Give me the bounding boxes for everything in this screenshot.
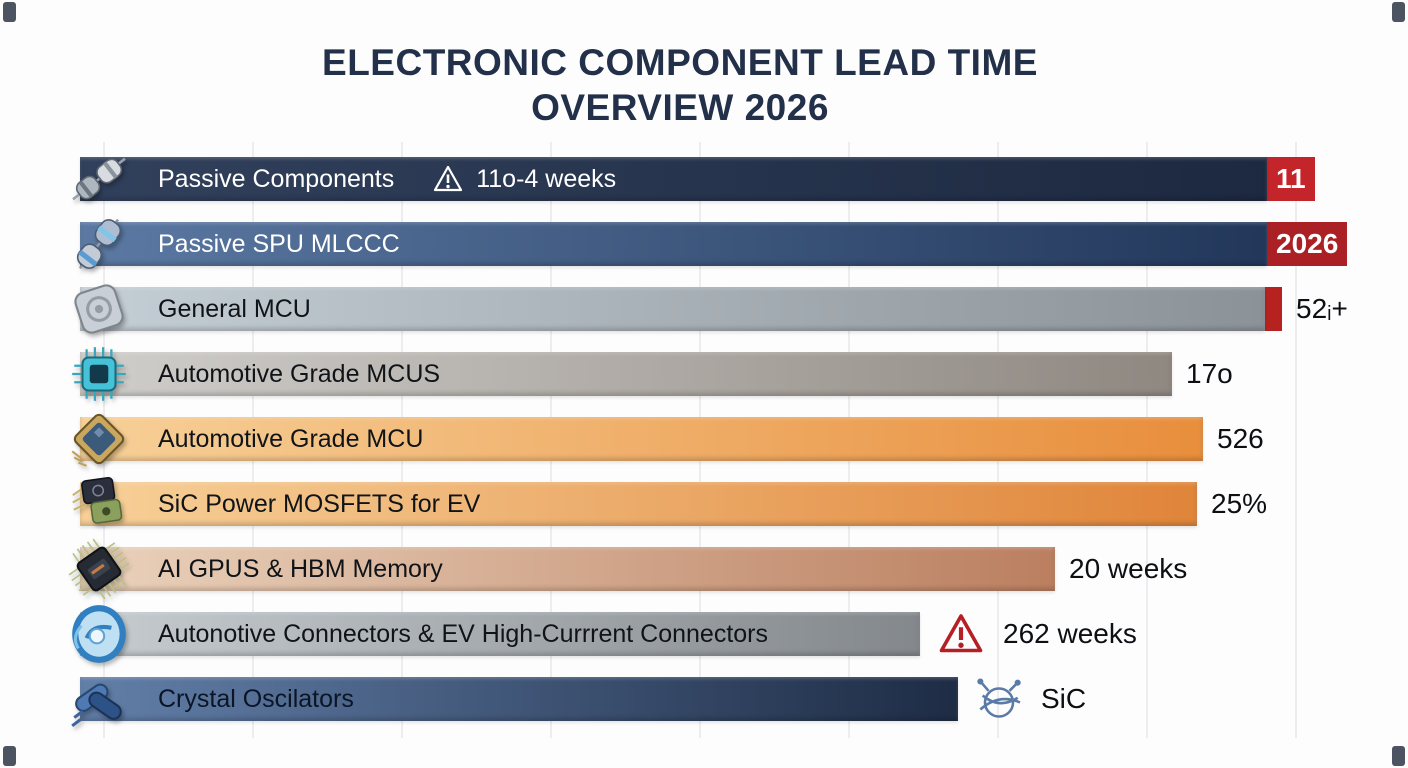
lead-time-row: Crystal Oscilators SiC — [71, 675, 1348, 728]
lead-time-bar: Automotive Grade MCU — [71, 413, 1203, 467]
bar-inline-note: 11o-4 weeks — [432, 163, 616, 195]
chip-gold-icon — [66, 406, 132, 472]
lead-time-bar: Automotive Grade MCUS — [72, 347, 1172, 401]
title-line-2: OVERVIEW 2026 — [531, 87, 829, 129]
lead-time-bar: SiC Power MOSFETS for EV — [72, 476, 1197, 526]
lead-time-bar: Crystal Oscilators — [71, 677, 958, 728]
bar-value: 262 weeks — [1003, 618, 1137, 649]
lead-time-row: AI GPUS & HBM Memory 20 weeks — [68, 538, 1348, 600]
corner-artifact — [3, 2, 16, 22]
lead-time-row: General MCU 52ᵢ+ — [74, 284, 1348, 334]
bar-value: 52ᵢ+ — [1296, 293, 1348, 324]
corner-artifact — [3, 746, 16, 766]
mosfet-icon — [66, 471, 132, 537]
bar-label: General MCU — [158, 294, 311, 323]
crystal-icon — [66, 666, 132, 732]
bar-label: SiC Power MOSFETS for EV — [158, 489, 481, 518]
bar-label: AI GPUS & HBM Memory — [158, 554, 443, 583]
value-badge: 11 — [1267, 157, 1315, 201]
bar-label: Automotive Grade MCU — [158, 424, 424, 453]
lead-time-rows: Passive Components 11o-4 weeks 11 Passiv… — [68, 157, 1348, 742]
lead-time-bar: AI GPUS & HBM Memory — [68, 538, 1055, 600]
warning-white-icon — [432, 163, 464, 195]
lead-time-row: Passive Components 11o-4 weeks 11 — [72, 157, 1348, 201]
gridline — [1295, 142, 1297, 738]
connector-icon — [66, 601, 132, 667]
resistor-icon — [66, 146, 132, 212]
capacitor-icon — [66, 211, 132, 277]
bar-note-text: 11o-4 weeks — [476, 164, 617, 193]
bar-value: 20 weeks — [1069, 553, 1188, 584]
bar-label: Autonotive Connectors & EV High-Currrent… — [158, 619, 769, 648]
bar-label: Crystal Oscilators — [158, 684, 354, 713]
bar-label: Passive SPU MLCCC — [158, 229, 400, 258]
title-line-1: ELECTRONIC COMPONENT LEAD TIME — [322, 42, 1038, 83]
bar-label: Automotive Grade MCUS — [158, 359, 441, 388]
lead-time-row: Passive SPU MLCCC 2026 — [76, 218, 1348, 270]
lead-time-row: SiC Power MOSFETS for EV 25% — [72, 476, 1348, 526]
mcu-teal-icon — [66, 341, 132, 407]
lead-time-row: Autonotive Connectors & EV High-Currrent… — [72, 605, 1348, 663]
warning-red-icon — [933, 610, 989, 658]
lead-time-bar: Autonotive Connectors & EV High-Currrent… — [72, 605, 920, 663]
oscillator-sketch-icon — [971, 675, 1027, 723]
page-title: ELECTRONIC COMPONENT LEAD TIME OVERVIEW … — [0, 40, 1360, 130]
bar-value: 526 — [1217, 423, 1264, 454]
lead-time-bar: General MCU — [74, 284, 1265, 334]
bar-label: Passive Components — [158, 164, 395, 193]
lead-time-bar: Passive Components 11o-4 weeks — [72, 157, 1267, 201]
chip-silver-icon — [66, 276, 132, 342]
lead-time-row: Automotive Grade MCU 526 — [71, 413, 1348, 467]
corner-artifact — [1392, 2, 1405, 22]
corner-artifact — [1392, 746, 1405, 766]
lead-time-row: Automotive Grade MCUS 17o — [72, 347, 1348, 401]
bar-value: 25% — [1211, 488, 1268, 519]
value-badge: 2026 — [1267, 222, 1348, 266]
bar-value: 17o — [1186, 358, 1233, 389]
lead-time-bar: Passive SPU MLCCC — [76, 218, 1267, 270]
gpu-chip-icon — [66, 536, 132, 602]
bar-end-cap — [1265, 287, 1282, 331]
bar-value: SiC — [1041, 683, 1087, 714]
